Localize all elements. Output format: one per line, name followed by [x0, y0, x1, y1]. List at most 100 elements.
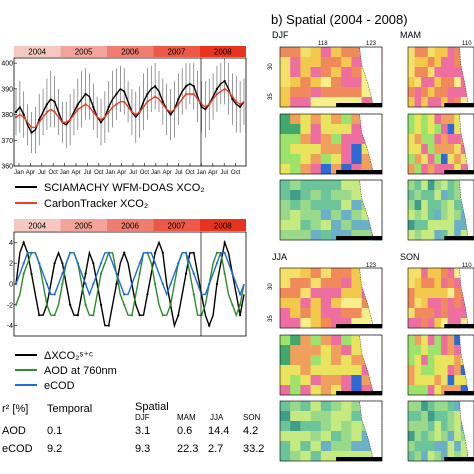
map-cell — [320, 385, 332, 396]
map-cell — [441, 355, 448, 366]
data-point — [61, 262, 64, 265]
map-cell — [341, 77, 352, 88]
map-cell — [421, 87, 429, 98]
map-cell — [408, 365, 415, 376]
data-point — [231, 98, 234, 101]
map-cell — [441, 77, 448, 88]
data-point — [76, 262, 79, 265]
map-cell — [290, 385, 301, 396]
top-year-bar: 2004 2005 2006 2007 2008 — [14, 46, 246, 57]
map-cell — [408, 230, 415, 241]
map-cell — [441, 268, 448, 279]
map-cell — [408, 318, 415, 329]
data-point — [154, 282, 157, 286]
map-cell — [441, 318, 448, 329]
map-cell — [331, 124, 342, 135]
map-cell — [408, 385, 415, 396]
map-cell — [408, 220, 415, 231]
data-point — [161, 282, 164, 286]
map-cell — [290, 441, 301, 452]
table-cell-aod-djf: 3.1 — [135, 425, 150, 437]
map-cell — [434, 97, 442, 108]
map-cell — [280, 421, 291, 432]
legend-label-carbontracker: CarbonTracker XCO₂ — [44, 198, 148, 210]
map-cell — [290, 365, 301, 376]
map-cell — [310, 298, 322, 309]
data-point — [169, 303, 172, 306]
map-cell — [414, 144, 422, 155]
map-cell — [414, 355, 422, 366]
map-cell — [441, 365, 448, 376]
data-point — [146, 100, 149, 103]
map-cell — [290, 47, 301, 58]
map-cell — [408, 190, 415, 201]
map-cell — [408, 411, 415, 422]
map-cell — [421, 411, 429, 422]
map-cell — [320, 335, 332, 346]
map-cell — [408, 87, 415, 98]
map-cell — [300, 288, 311, 299]
map-cell — [421, 451, 429, 462]
panel-b-title: b) Spatial (2004 - 2008) — [271, 12, 408, 27]
data-point — [99, 303, 103, 306]
map-cell — [341, 318, 352, 329]
map-cell — [331, 268, 342, 279]
map-cell — [331, 67, 342, 78]
data-point — [123, 293, 126, 296]
map-tile — [407, 113, 474, 175]
map-cell — [331, 57, 342, 68]
data-point — [223, 272, 226, 275]
map-cell — [427, 67, 435, 78]
map-cell — [310, 200, 322, 211]
map-cell — [434, 411, 442, 422]
map-cell — [414, 345, 422, 356]
map-cell — [421, 288, 429, 299]
map-cell — [300, 97, 311, 108]
map-cell — [320, 200, 332, 211]
map-cell — [290, 144, 301, 155]
map-cell — [320, 355, 332, 366]
map-cell — [280, 355, 291, 366]
map-cell — [310, 154, 322, 165]
data-point — [99, 121, 103, 124]
map-cell — [351, 375, 362, 386]
year-label: 2004 — [28, 222, 46, 231]
map-cell — [447, 288, 455, 299]
coastline — [459, 46, 474, 108]
map-cell — [331, 47, 342, 58]
map-cell — [341, 345, 352, 356]
map-cell — [361, 154, 373, 165]
map-cell — [427, 335, 435, 346]
map-cell — [434, 318, 442, 329]
data-point — [38, 118, 41, 121]
map-cell — [408, 164, 415, 175]
map-cell — [351, 114, 362, 125]
year-bar-segment — [14, 219, 61, 231]
map-cell — [310, 164, 322, 175]
map-cell — [414, 220, 422, 231]
map-cell — [351, 57, 362, 68]
map-cell — [320, 288, 332, 299]
map-frame — [407, 334, 474, 396]
map-cell — [427, 47, 435, 58]
map-cell — [454, 114, 462, 125]
map-cell — [341, 134, 352, 145]
map-cell — [447, 298, 455, 309]
map-cell — [447, 97, 455, 108]
map-cell — [414, 47, 422, 58]
map-cell — [421, 355, 429, 366]
map-cell — [447, 451, 455, 462]
map-cell — [421, 47, 429, 58]
map-cell — [454, 57, 462, 68]
map-scalebar — [336, 236, 382, 240]
map-cell — [341, 421, 352, 432]
legend-label-sciamachy: SCIAMACHY WFM-DOAS XCO₂ — [44, 182, 205, 194]
data-point — [38, 262, 41, 265]
map-cell — [441, 401, 448, 412]
map-cell — [341, 288, 352, 299]
map-cell — [414, 308, 422, 319]
map-tile — [279, 267, 383, 329]
map-cell — [427, 87, 435, 98]
map-cell — [320, 278, 332, 289]
map-cell — [454, 441, 462, 452]
